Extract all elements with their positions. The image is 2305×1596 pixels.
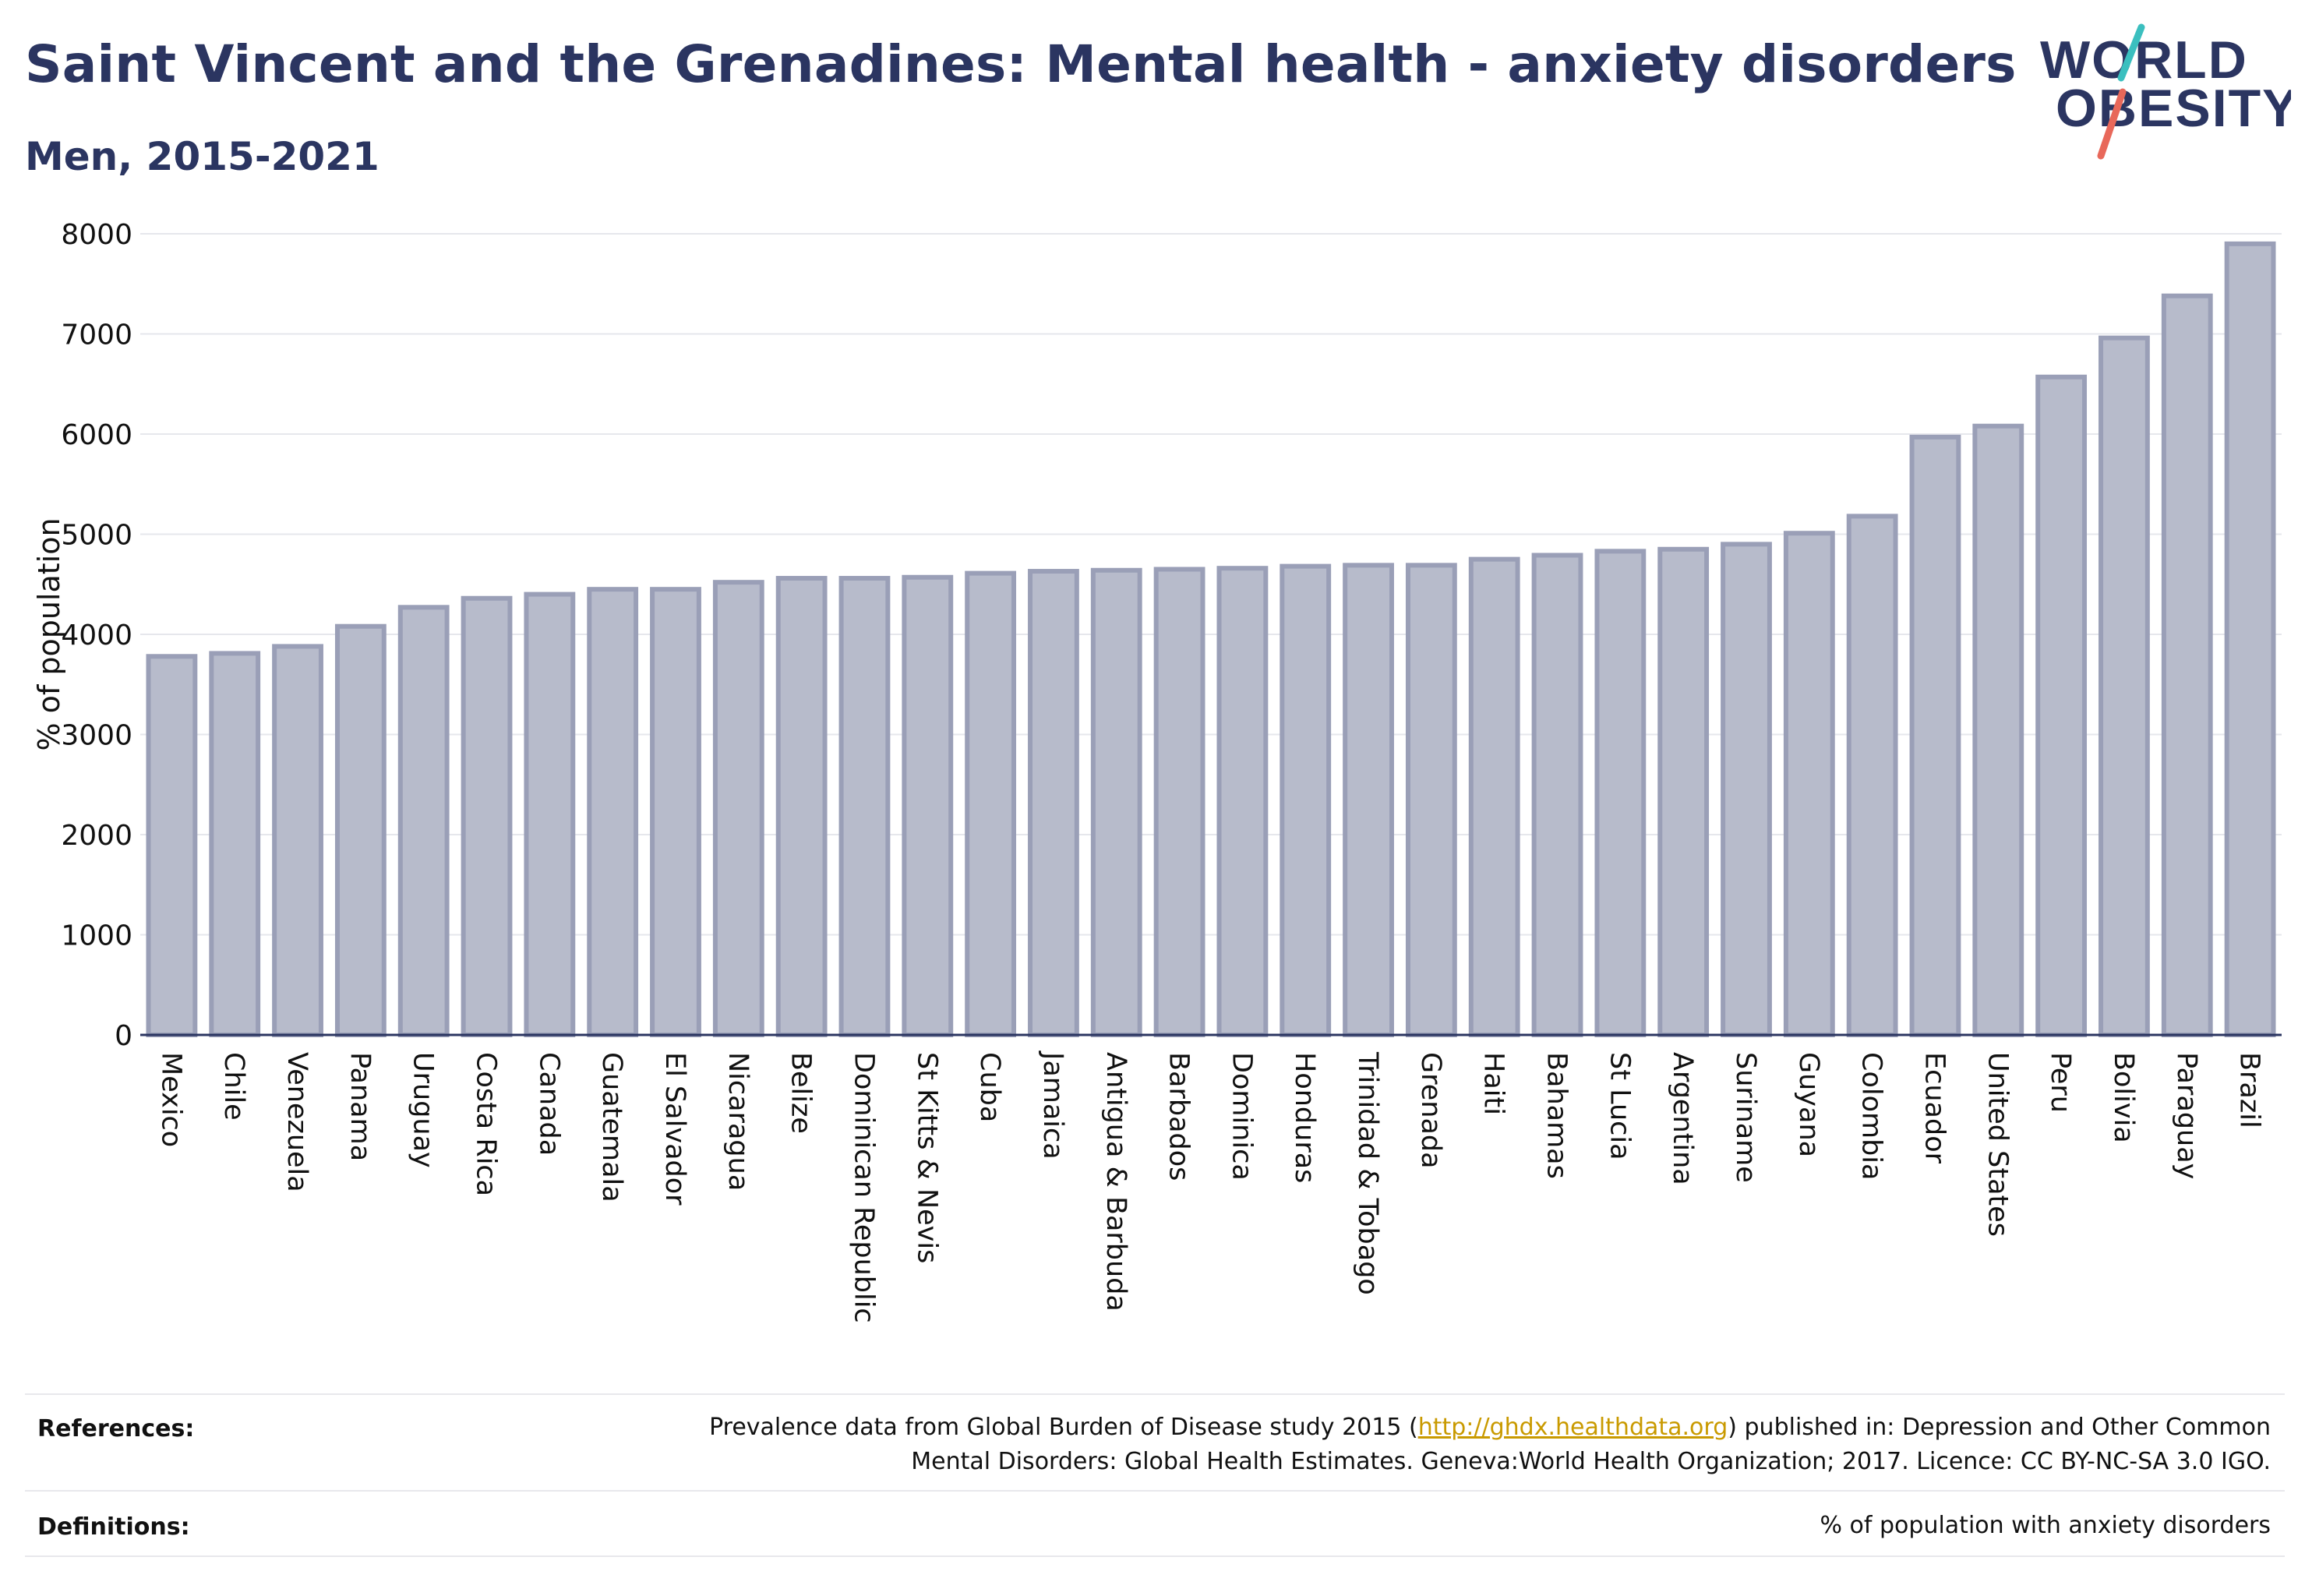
references-link[interactable]: http://ghdx.healthdata.org	[1417, 1414, 1728, 1441]
bar	[1343, 563, 1394, 1037]
bar	[902, 574, 954, 1037]
y-tick-label: 3000	[61, 720, 132, 752]
x-tick-label: Bolivia	[2108, 1052, 2139, 1143]
bar	[1216, 566, 1269, 1037]
x-tick-label: Antigua & Barbuda	[1100, 1052, 1131, 1312]
logo-line2: OBESITY	[2056, 79, 2291, 138]
bar	[775, 576, 828, 1037]
x-tick-label: Ecuador	[1918, 1052, 1950, 1164]
y-tick-label: 2000	[61, 820, 132, 852]
definitions-label: Definitions:	[37, 1513, 190, 1541]
x-tick-label: Jamaica	[1037, 1050, 1068, 1160]
chart-subtitle: Men, 2015-2021	[25, 134, 379, 179]
x-tick-label: Canada	[533, 1052, 564, 1156]
y-tick-label: 0	[115, 1020, 132, 1052]
logo-slash-teal	[2117, 23, 2145, 82]
chart-title: Saint Vincent and the Grenadines: Mental…	[25, 34, 2017, 94]
x-tick-label: Bahamas	[1541, 1052, 1573, 1179]
bar	[838, 576, 891, 1037]
x-tick-label: St Lucia	[1604, 1052, 1635, 1160]
references-top-rule	[25, 1393, 2285, 1395]
bar	[1846, 514, 1898, 1037]
bar	[524, 591, 576, 1037]
x-tick-label: Guatemala	[596, 1052, 627, 1202]
definitions-text: % of population with anxiety disorders	[1820, 1512, 2271, 1539]
x-tick-label: Honduras	[1289, 1052, 1320, 1183]
x-tick-label: Peru	[2045, 1052, 2076, 1113]
bar	[1657, 546, 1710, 1037]
x-tick-label: El Salvador	[659, 1052, 690, 1206]
x-tick-label: Brazil	[2234, 1052, 2265, 1128]
y-tick-label: 5000	[61, 520, 132, 552]
y-tick-label: 8000	[61, 219, 132, 251]
bar	[1972, 423, 2024, 1037]
x-tick-label: United States	[1982, 1052, 2013, 1237]
x-tick-label: Mexico	[155, 1052, 186, 1147]
bar	[1280, 563, 1332, 1037]
x-tick-label: Guyana	[1793, 1052, 1824, 1157]
bar	[1531, 553, 1583, 1037]
bar	[2161, 293, 2213, 1038]
references-line2: Mental Disorders: Global Health Estimate…	[911, 1448, 2271, 1475]
x-tick-label: Cuba	[974, 1052, 1005, 1122]
x-tick-label: Chile	[218, 1052, 249, 1121]
x-tick-label: Panama	[344, 1052, 376, 1161]
bar	[397, 605, 450, 1037]
x-tick-label: Dominican Republic	[848, 1052, 879, 1323]
references-bottom-rule	[25, 1490, 2285, 1492]
x-tick-label: Paraguay	[2171, 1052, 2202, 1179]
bar	[587, 587, 639, 1037]
references-text-after: ) published in: Depression and Other Com…	[1728, 1414, 2271, 1441]
bar	[2099, 335, 2150, 1037]
bar	[712, 580, 764, 1037]
world-obesity-logo: WORLD OBESITY	[2040, 23, 2291, 160]
bar	[1594, 549, 1647, 1037]
references-label: References:	[37, 1415, 195, 1442]
bar	[1028, 569, 1079, 1037]
x-tick-label: Dominica	[1226, 1052, 1257, 1181]
x-tick-label: Argentina	[1667, 1052, 1698, 1185]
bar	[272, 644, 323, 1037]
x-tick-label: Suriname	[1730, 1052, 1761, 1183]
definitions-bottom-rule	[25, 1555, 2285, 1557]
bar	[1090, 567, 1142, 1037]
y-tick-label: 4000	[61, 620, 132, 651]
references-text-before: Prevalence data from Global Burden of Di…	[709, 1414, 1418, 1441]
bar	[2035, 374, 2088, 1037]
bar	[1405, 563, 1457, 1037]
x-tick-label: Haiti	[1478, 1052, 1509, 1115]
x-tick-label: Belize	[785, 1052, 817, 1134]
x-tick-label: Colombia	[1856, 1052, 1887, 1180]
y-tick-label: 6000	[61, 419, 132, 451]
x-tick-label: St Kitts & Nevis	[911, 1052, 942, 1263]
x-tick-label: Costa Rica	[471, 1052, 502, 1196]
bar	[334, 623, 387, 1037]
logo-line1: WORLD	[2040, 30, 2248, 90]
x-tick-label: Uruguay	[408, 1052, 439, 1168]
bar	[1909, 434, 1961, 1037]
y-tick-label: 1000	[61, 920, 132, 952]
references-text: Prevalence data from Global Burden of Di…	[478, 1411, 2271, 1479]
bar	[1468, 556, 1520, 1037]
bar	[965, 570, 1017, 1037]
bar-chart: 0 1000 2000 3000 4000 5000 6000 7000 8000 % of po…	[32, 219, 2282, 1323]
x-tick-label: Barbados	[1163, 1052, 1195, 1181]
y-axis-label: % of population	[32, 517, 66, 750]
bar	[461, 595, 513, 1037]
bar	[1783, 531, 1835, 1037]
x-tick-label: Trinidad & Tobago	[1352, 1051, 1383, 1295]
bar	[209, 651, 261, 1037]
bar	[650, 587, 701, 1037]
bar	[2224, 241, 2276, 1038]
x-tick-label: Grenada	[1415, 1052, 1446, 1169]
y-tick-label: 7000	[61, 320, 132, 351]
bar	[1153, 567, 1205, 1037]
bar	[1721, 542, 1772, 1037]
x-tick-label: Nicaragua	[722, 1052, 754, 1191]
x-tick-label: Venezuela	[281, 1052, 312, 1192]
bar	[146, 654, 198, 1038]
logo-slash-coral	[2097, 88, 2127, 160]
